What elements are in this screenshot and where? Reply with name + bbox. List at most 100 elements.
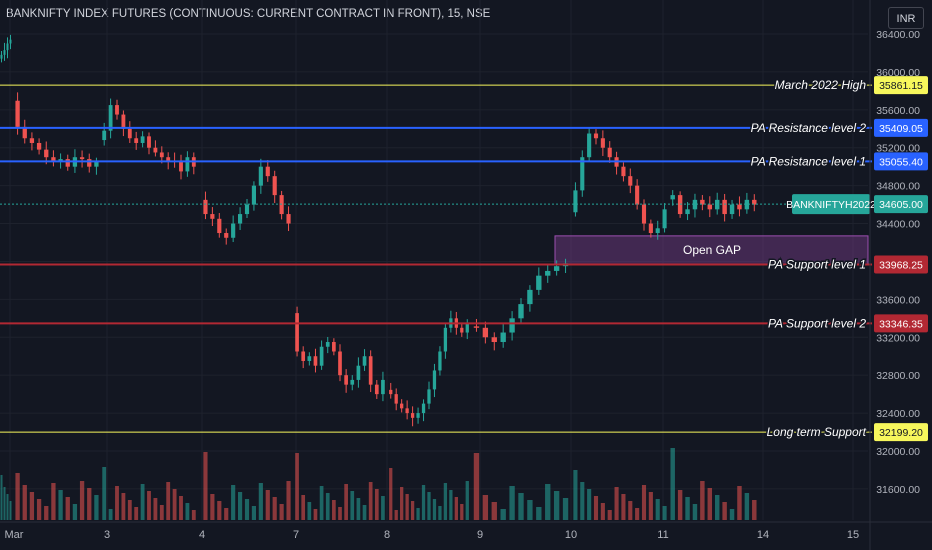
candle-body [51,157,56,162]
candle-body [231,223,236,238]
volume-bar [350,491,355,520]
candle-body [0,54,3,59]
volume-bar [356,498,361,520]
volume-bar [500,509,506,520]
volume-bar [134,507,139,520]
candle-body [36,142,42,150]
candle-body [153,147,158,153]
volume-bar [115,486,119,520]
volume-bar [44,506,49,520]
volume-bar [102,467,107,520]
x-tick-label: 4 [199,529,205,541]
candle-body [244,204,250,215]
last-price-symbol-tag [792,194,870,215]
candle-body [473,326,480,328]
candle-body [600,138,605,148]
volume-bar [224,508,229,520]
volume-bar [159,505,164,520]
candle-body [9,39,12,44]
currency-button[interactable]: INR [888,7,924,29]
candle-body [121,114,126,129]
level-label: PA Support level 1 [768,257,866,271]
volume-bar [185,503,190,520]
candle-body [553,266,560,271]
candle-body [362,356,367,366]
candle-body [692,199,698,210]
volume-bar [374,489,379,520]
volume-bar [394,510,398,520]
candle-body [307,356,312,361]
volume-bar [153,498,158,520]
volume-bar [427,492,431,520]
volume-bar [210,494,215,520]
level-price-tag [874,314,928,333]
candle-body [655,228,660,234]
candle-body [295,313,299,352]
volume-bar [344,484,348,520]
volume-bar [172,489,177,520]
volume-bar [9,501,12,520]
candle-body [251,185,256,205]
volume-bar [432,499,437,520]
volume-bar [231,485,236,520]
candle-body [159,152,164,158]
volume-bar [3,487,6,520]
y-tick-label: 33600.00 [876,294,920,306]
candle-body [536,275,542,290]
volume-bar [737,486,742,520]
candle-body [421,403,426,414]
volume-bar [258,483,263,520]
candle-body [87,159,92,167]
volume-bar [536,507,542,520]
candle-body [722,199,727,215]
level-label: Long term Support [767,425,867,439]
volume-bar [573,470,578,520]
volume-bar [389,468,393,520]
candle-body [374,384,379,395]
volume-bar [587,489,592,520]
volume-bar [191,510,196,520]
volume-bar [518,493,524,520]
y-tick-label: 32000.00 [876,446,920,458]
y-tick-label: 32800.00 [876,370,920,382]
candle-body [587,133,592,158]
volume-bar [628,501,633,520]
last-price-tag [874,195,928,214]
volume-bar [319,486,324,520]
candle-body [737,204,742,210]
volume-bar [15,473,20,520]
volume-bar [332,500,336,520]
level-label: PA Resistance level 2 [751,121,867,135]
candle-body [166,157,171,161]
candle-body [115,105,119,115]
candle-body [356,365,361,380]
last-price-symbol: BANKNIFTYH2022 [786,199,876,211]
level-price-text: 32199.20 [879,427,923,439]
volume-bar [58,490,63,520]
candle-body [22,126,27,139]
volume-bar [545,484,551,520]
level-price-text: 33346.35 [879,318,923,330]
candle-body [527,289,533,305]
candle-body [389,389,393,395]
volume-bar [0,475,3,520]
candle-body [593,133,599,139]
level-price-text: 35055.40 [879,156,923,168]
level-price-tag [874,76,928,95]
volume-bar [641,485,647,520]
candle-body [286,214,291,224]
chart-title: BANKNIFTY INDEX FUTURES (CONTINUOUS: CUR… [6,8,491,20]
candle-body [482,327,489,338]
candle-body [416,413,420,418]
x-tick-label: 15 [847,529,859,541]
volume-bar [362,505,367,520]
volume-bar [655,499,660,520]
y-tick-label: 32400.00 [876,408,920,420]
volume-bar [72,504,78,520]
x-tick-label: 10 [565,529,577,541]
volume-bar [460,504,464,520]
volume-bar [600,503,605,520]
gap-zone [554,235,869,265]
y-tick-label: 34400.00 [876,219,920,231]
